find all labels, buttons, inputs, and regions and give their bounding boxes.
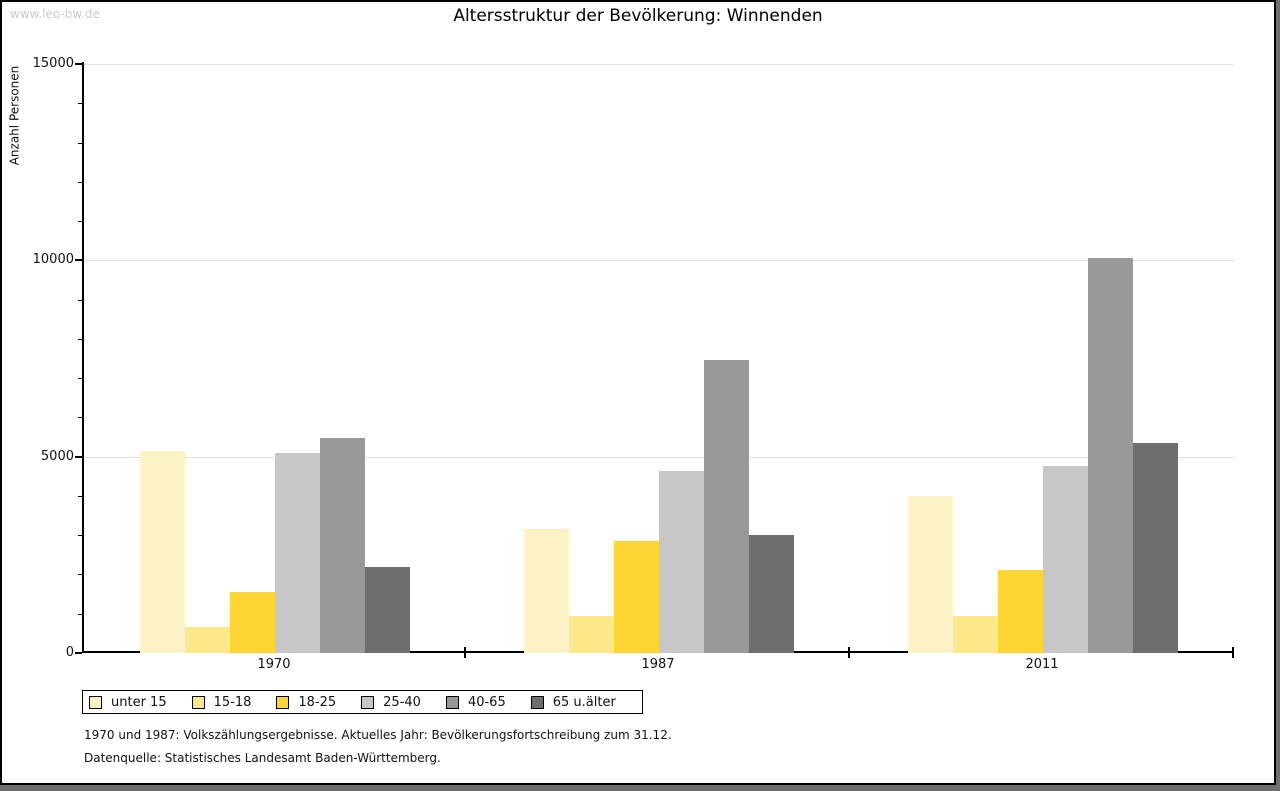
legend-item-40-65: 40-65 [445, 694, 506, 710]
bar-1987-40-65 [704, 360, 749, 653]
bar-1987-65-u.älter [749, 535, 794, 653]
y-tick-15000 [75, 63, 82, 65]
bar-2011-65-u.älter [1133, 443, 1178, 653]
legend-swatch-25-40 [361, 695, 375, 709]
legend-swatch-65-u.älter [530, 695, 544, 709]
bar-1970-18-25 [230, 592, 275, 653]
x-category-label-1970: 1970 [257, 657, 291, 672]
legend-item-unter-15: unter 15 [89, 695, 167, 710]
y-tick-label-15000: 15000 [32, 56, 74, 71]
y-minor-tick-11000 [78, 221, 82, 222]
plot-area [82, 64, 1234, 653]
y-tick-5000 [75, 456, 82, 458]
legend-swatch-unter-15 [89, 695, 102, 709]
legend-item-15-18: 15-18 [191, 694, 252, 710]
y-minor-tick-12000 [78, 182, 82, 183]
legend-box: unter 15 15-18 18-25 25-40 40-65 65 u.älter [82, 690, 643, 714]
y-minor-tick-8000 [78, 339, 82, 340]
y-minor-tick-13000 [78, 143, 82, 144]
chart-title: Altersstruktur der Bevölkerung: Winnende… [453, 6, 823, 26]
bar-2011-40-65 [1088, 258, 1133, 653]
bar-1987-18-25 [614, 541, 659, 653]
bar-2011-25-40 [1043, 466, 1088, 653]
legend-label: 25-40 [383, 694, 421, 710]
y-minor-tick-9000 [78, 300, 82, 301]
bar-1970-unter-15 [140, 451, 185, 653]
gridline-10000 [82, 260, 1234, 261]
legend-label: unter 15 [111, 694, 167, 710]
x-tick-1 [464, 647, 466, 658]
bar-1970-25-40 [275, 453, 320, 653]
y-tick-label-0: 0 [65, 645, 74, 660]
legend-label: 40-65 [467, 694, 506, 710]
legend-label: 65 u.älter [552, 694, 616, 710]
y-minor-tick-3000 [78, 535, 82, 536]
y-axis-title: Anzahl Personen [7, 65, 22, 166]
y-tick-label-5000: 5000 [40, 449, 74, 464]
legend-item-25-40: 25-40 [361, 695, 421, 710]
legend-item-65-u.älter: 65 u.älter [530, 694, 616, 710]
legend-item-18-25: 18-25 [276, 695, 336, 710]
gridline-5000 [82, 457, 1234, 458]
y-tick-10000 [75, 259, 82, 261]
y-tick-0 [75, 652, 82, 654]
bar-1987-15-18 [569, 616, 614, 653]
legend-swatch-15-18 [191, 695, 205, 709]
bar-2011-15-18 [953, 616, 998, 653]
bar-1987-25-40 [659, 471, 704, 653]
bar-2011-18-25 [998, 570, 1043, 653]
bar-1970-65-u.älter [365, 567, 410, 653]
legend-swatch-18-25 [276, 695, 290, 709]
y-minor-tick-2000 [78, 574, 82, 575]
y-minor-tick-6000 [78, 417, 82, 418]
y-minor-tick-1000 [78, 614, 82, 615]
y-tick-label-10000: 10000 [32, 252, 74, 267]
x-category-label-2011: 2011 [1025, 657, 1059, 672]
x-tick-2 [848, 647, 850, 658]
x-tick-3 [1232, 647, 1234, 658]
footnote-datasource: Datenquelle: Statistisches Landesamt Bad… [84, 751, 441, 765]
bar-1970-15-18 [185, 627, 230, 653]
bar-2011-unter-15 [908, 496, 953, 653]
y-axis-line [82, 62, 84, 653]
bar-1987-unter-15 [524, 529, 569, 653]
bar-1970-40-65 [320, 438, 365, 653]
y-minor-tick-14000 [78, 103, 82, 104]
legend-label: 18-25 [298, 694, 337, 710]
x-category-label-1987: 1987 [641, 657, 675, 672]
y-minor-tick-4000 [78, 496, 82, 497]
footnote-sources: 1970 und 1987: Volkszählungsergebnisse. … [84, 728, 672, 742]
legend-swatch-40-65 [445, 695, 459, 709]
leo-bw-watermark: www.leo-bw.de [10, 7, 100, 21]
y-minor-tick-7000 [78, 378, 82, 379]
gridline-15000 [82, 64, 1234, 65]
legend-label: 15-18 [213, 694, 252, 710]
